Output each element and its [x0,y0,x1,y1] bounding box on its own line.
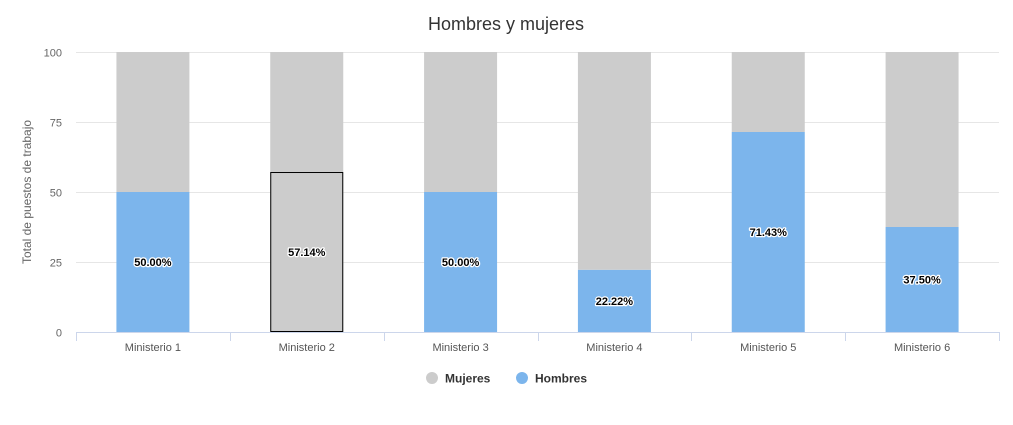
legend-marker [516,372,528,384]
bar-hombres[interactable] [424,192,498,332]
x-tick-label: Ministerio 6 [894,342,950,354]
data-label: 50.00% [134,257,172,269]
x-tick-label: Ministerio 2 [279,342,335,354]
chart-title: Hombres y mujeres [428,14,584,34]
bar-mujeres[interactable] [424,52,498,192]
x-tick-label: Ministerio 1 [125,342,181,354]
bar-mujeres[interactable] [270,52,344,332]
x-tick-label: Ministerio 5 [740,342,796,354]
bar-hombres[interactable] [731,131,805,332]
data-label: 57.14% [288,247,326,259]
bars [116,52,959,332]
legend-label: Hombres [535,372,587,386]
bar-mujeres[interactable] [577,52,651,270]
x-tick-label: Ministerio 4 [586,342,642,354]
legend-item-mujeres[interactable]: Mujeres [426,372,491,386]
data-label: 22.22% [596,296,634,308]
legend-item-hombres[interactable]: Hombres [516,372,587,386]
data-labels: 50.00% 57.14% 50.00% 22.22% 71.43% 37.50% [133,226,942,309]
grid-lines: 0 25 50 75 100 [44,48,999,340]
bar-hombres[interactable] [116,192,190,332]
y-tick-label: 100 [44,48,62,60]
y-tick-label: 50 [50,188,62,200]
y-tick-label: 0 [56,328,62,340]
bar-highlight [270,172,344,332]
bar-mujeres[interactable] [885,52,959,227]
y-tick-label: 75 [50,118,62,130]
bar-hombres[interactable] [885,227,959,332]
y-axis-title: Total de puestos de trabajo [20,120,34,264]
legend[interactable]: Mujeres Hombres [426,372,587,386]
legend-label: Mujeres [445,372,491,386]
legend-marker [426,372,438,384]
y-tick-label: 25 [50,258,62,270]
data-label: 71.43% [750,227,788,239]
bar-mujeres[interactable] [731,52,805,132]
bar-mujeres[interactable] [116,52,190,192]
data-label: 37.50% [903,275,941,287]
data-label: 50.00% [442,257,480,269]
x-tick-label: Ministerio 3 [432,342,488,354]
bar-hombres[interactable] [577,269,651,332]
x-axis: Ministerio 1 Ministerio 2 Ministerio 3 Mini… [76,332,1000,354]
